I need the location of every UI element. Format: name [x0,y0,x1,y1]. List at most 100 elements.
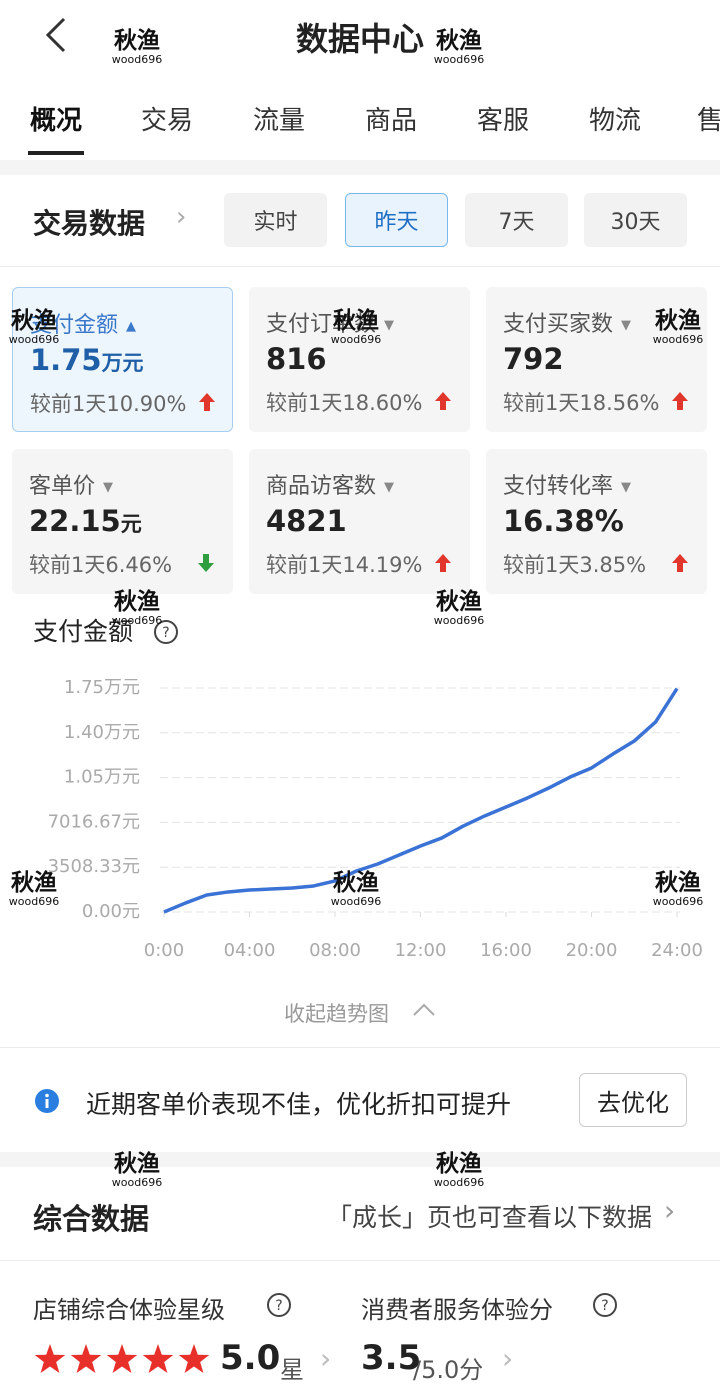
score-value: 3.5 [361,1338,422,1378]
star-rating [34,1344,210,1373]
data-line [163,687,679,914]
x-tick-label: 16:00 [480,940,532,961]
tab[interactable]: 商品 [364,106,418,136]
tab[interactable]: 流量 [252,106,306,136]
y-tick-label: 1.05万元 [64,767,140,788]
metric-value: 792 [503,342,564,376]
tab[interactable]: 客服 [476,106,530,136]
sort-toggle[interactable]: ▼ [103,479,114,495]
growth-link[interactable]: 「成长」页也可查看以下数据 [326,1203,652,1232]
help-icon[interactable] [154,620,178,644]
divider [0,1047,720,1048]
chart-title: 支付金额 [33,617,133,646]
sort-toggle[interactable]: ▼ [384,479,395,495]
chevron[interactable]: › [320,1342,332,1375]
metric-value: 816 [266,342,327,376]
section-title[interactable]: 交易数据 [33,207,146,240]
watermark-id: wood696 [111,1176,163,1189]
trend-arrow [672,392,688,410]
metric-label: 商品访客数 ▼ [266,474,395,499]
info-icon [35,1089,59,1113]
star [70,1344,102,1373]
score-label: 消费者服务体验分 [361,1296,553,1324]
range-button[interactable]: 昨天 [345,193,448,247]
y-tick-label: 3508.33元 [48,856,140,877]
collapse-toggle[interactable]: 收起趋势图 [284,1002,389,1026]
divider [0,266,720,267]
tab[interactable]: 交易 [140,106,194,136]
divider [0,160,720,175]
x-tick-label: 04:00 [224,940,276,961]
x-tick-label: 12:00 [395,940,447,961]
help-icon-mark: ? [162,625,169,641]
range-button[interactable]: 7天 [465,193,568,247]
score-value: 5.0 [220,1338,281,1378]
score-unit: 星 [280,1356,304,1384]
tab[interactable]: 物流 [588,106,642,136]
x-tick-label: 20:00 [566,940,618,961]
metric-value: 1.75万元 [30,343,144,377]
back-button[interactable] [40,15,70,55]
range-button[interactable]: 30天 [584,193,687,247]
range-button[interactable]: 实时 [224,193,327,247]
sort-toggle[interactable]: ▼ [621,479,632,495]
divider [0,1260,720,1261]
tab[interactable]: 售 [696,106,720,136]
metric-unit: 元 [120,512,142,536]
metric-card[interactable]: 支付买家数 ▼ 792 较前1天18.56% [486,287,707,432]
score-label: 店铺综合体验星级 [33,1296,225,1324]
y-tick-label: 0.00元 [82,901,140,922]
metric-unit: 万元 [101,351,144,375]
y-tick-label: 1.40万元 [64,722,140,743]
x-tick-label: 24:00 [651,940,703,961]
metric-card[interactable]: 商品访客数 ▼ 4821 较前1天14.19% [249,449,470,594]
metric-card[interactable]: 支付金额 ▲ 1.75万元较前1天10.90% [12,287,233,432]
metric-value: 22.15元 [29,504,142,538]
sort-toggle[interactable]: ▼ [384,317,395,333]
star [178,1344,210,1373]
svg-text:?: ? [275,1298,282,1314]
y-tick-label: 1.75万元 [64,677,140,698]
metric-card[interactable]: 支付转化率 ▼ 16.38% 较前1天3.85% [486,449,707,594]
metric-compare: 较前1天18.56% [503,391,660,415]
metric-label: 支付买家数 ▼ [503,312,632,337]
sort-toggle[interactable]: ▼ [621,317,632,333]
collapse-arrow [413,1003,435,1016]
x-tick-label: 0:00 [144,940,184,961]
score-unit: /5.0分 [413,1356,484,1384]
metric-card[interactable]: 客单价 ▼ 22.15元较前1天6.46% [12,449,233,594]
notice-text: 近期客单价表现不佳，优化折扣可提升 [86,1090,512,1119]
help-icon[interactable]: ? [266,1292,292,1318]
page-title: 数据中心 [295,20,424,58]
trend-arrow [672,554,688,572]
star [142,1344,174,1373]
optimize-button[interactable]: 去优化 [579,1073,687,1127]
star [34,1344,66,1373]
metric-value: 16.38% [503,504,624,538]
tab[interactable]: 概况 [29,106,83,136]
star [106,1344,138,1373]
svg-text:?: ? [601,1298,608,1314]
divider [0,1152,720,1167]
help-icon[interactable]: ? [592,1292,618,1318]
metric-label: 支付订单数 ▼ [266,312,395,337]
watermark-id: wood696 [433,1176,485,1189]
chevron[interactable]: › [502,1342,514,1375]
sort-toggle[interactable]: ▲ [126,318,137,334]
metric-label: 客单价 ▼ [29,474,114,499]
metric-compare: 较前1天14.19% [266,553,423,577]
trend-arrow [199,393,215,411]
trend-arrow [435,554,451,572]
section-title: 综合数据 [33,1202,150,1236]
metric-value: 4821 [266,504,347,538]
metric-compare: 较前1天6.46% [29,553,173,577]
metric-compare: 较前1天3.85% [503,553,647,577]
chevron: › [664,1194,676,1227]
metric-compare: 较前1天10.90% [30,392,187,416]
metric-card[interactable]: 支付订单数 ▼ 816 较前1天18.60% [249,287,470,432]
trend-arrow [435,392,451,410]
y-tick-label: 7016.67元 [48,811,140,832]
metric-label: 支付金额 ▲ [30,313,137,338]
metric-label: 支付转化率 ▼ [503,474,632,499]
